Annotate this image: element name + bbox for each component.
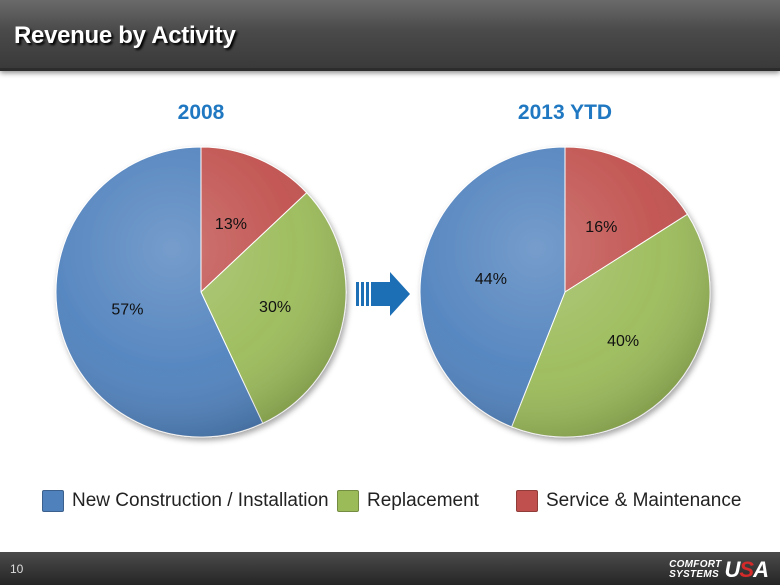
legend-item-new-construction: New Construction / Installation [42,490,329,512]
legend-label-service: Service & Maintenance [546,490,742,511]
page-number: 10 [10,562,24,576]
pie-2008-labels: 13% 30% 57% [111,216,291,319]
legend-label-replacement: Replacement [367,490,479,511]
logo-word-comfort: COMFORT [669,559,722,570]
pie-2008 [55,146,347,438]
footer-bar: 10 COMFORT SYSTEMS USA [0,552,780,585]
right-arrow-icon [356,272,410,316]
logo-word-systems: SYSTEMS [669,569,719,580]
pie-2013-labels: 16% 40% 44% [475,219,639,350]
slice-label: 30% [259,299,291,316]
pie-2013 [419,146,711,438]
legend-item-service: Service & Maintenance [516,490,741,512]
pie-title-2013: 2013 YTD [517,101,613,124]
legend-swatch-new-construction [42,490,64,512]
legend: New Construction / Installation Replacem… [0,490,780,520]
pie-shine [56,147,346,437]
legend-swatch-service [516,490,538,512]
company-logo: COMFORT SYSTEMS USA [669,557,769,583]
pie-title-2008: 2008 [177,101,225,124]
legend-swatch-replacement [337,490,359,512]
logo-usa: USA [724,557,769,582]
slice-label: 57% [111,301,143,318]
slice-label: 40% [607,333,639,350]
slice-label: 16% [585,219,617,236]
legend-item-replacement: Replacement [337,490,479,512]
slice-label: 44% [475,271,507,288]
slice-label: 13% [215,216,247,233]
page-title: Revenue by Activity [14,22,236,49]
title-bar: Revenue by Activity [0,0,780,71]
legend-label-new-construction: New Construction / Installation [72,490,329,511]
pie-shine [420,147,710,437]
